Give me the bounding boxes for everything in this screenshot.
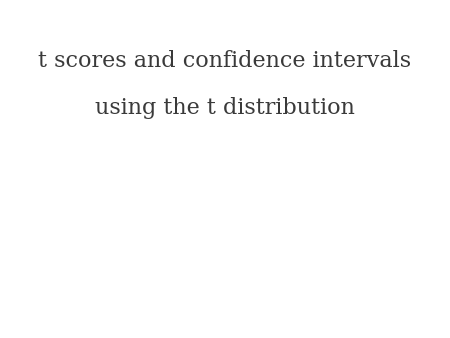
Text: using the t distribution: using the t distribution	[95, 97, 355, 119]
Text: t scores and confidence intervals: t scores and confidence intervals	[38, 50, 412, 72]
